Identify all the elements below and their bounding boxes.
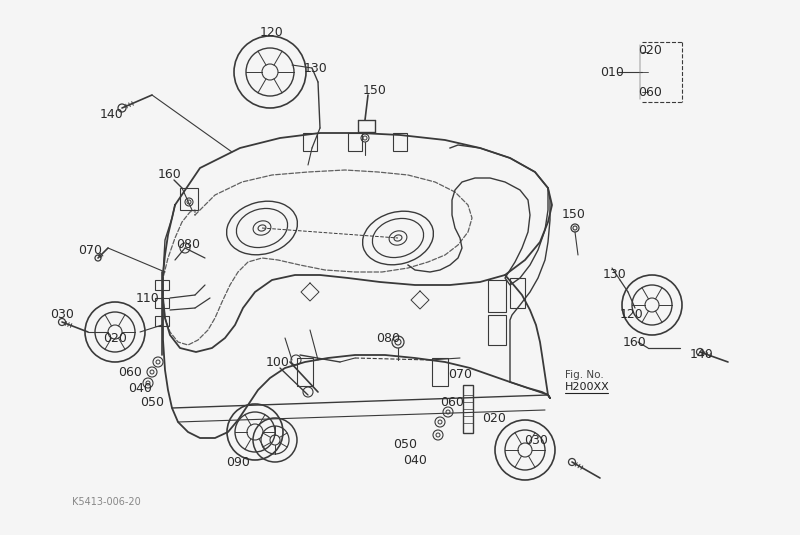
Text: 080: 080 xyxy=(176,239,200,251)
Text: 060: 060 xyxy=(118,365,142,378)
Bar xyxy=(155,298,169,308)
Bar xyxy=(348,133,362,151)
Text: 140: 140 xyxy=(690,348,714,362)
Text: 050: 050 xyxy=(393,439,417,452)
Text: 070: 070 xyxy=(448,369,472,381)
Bar xyxy=(303,133,317,151)
Text: 090: 090 xyxy=(226,455,250,469)
Text: H200XX: H200XX xyxy=(565,382,610,392)
Bar xyxy=(488,280,506,312)
Text: 060: 060 xyxy=(638,86,662,98)
Text: 020: 020 xyxy=(638,43,662,57)
Text: 020: 020 xyxy=(482,411,506,424)
Text: 120: 120 xyxy=(260,26,284,39)
Bar xyxy=(393,133,407,151)
Text: 130: 130 xyxy=(603,269,627,281)
Bar xyxy=(510,278,525,308)
Text: 010: 010 xyxy=(600,65,624,79)
Text: K5413-006-20: K5413-006-20 xyxy=(72,497,141,507)
Text: 070: 070 xyxy=(78,243,102,256)
Text: 110: 110 xyxy=(136,292,160,304)
Bar xyxy=(463,385,473,433)
Text: 160: 160 xyxy=(623,335,647,348)
Text: 120: 120 xyxy=(620,309,644,322)
Text: 140: 140 xyxy=(100,109,124,121)
Text: Fig. No.: Fig. No. xyxy=(565,370,604,380)
Text: 060: 060 xyxy=(440,395,464,409)
Text: 050: 050 xyxy=(140,395,164,409)
Text: 080: 080 xyxy=(376,332,400,345)
Bar xyxy=(297,358,313,386)
Text: 150: 150 xyxy=(562,209,586,221)
Text: 150: 150 xyxy=(363,83,387,96)
Bar xyxy=(155,280,169,290)
Bar xyxy=(155,316,169,326)
Text: 040: 040 xyxy=(403,454,427,467)
Text: 160: 160 xyxy=(158,169,182,181)
Bar xyxy=(488,315,506,345)
Text: 020: 020 xyxy=(103,332,127,345)
Text: 040: 040 xyxy=(128,381,152,394)
Text: 100: 100 xyxy=(266,355,290,369)
Text: 030: 030 xyxy=(50,309,74,322)
Text: 130: 130 xyxy=(304,62,328,74)
Bar xyxy=(432,358,448,386)
Text: 030: 030 xyxy=(524,433,548,447)
Bar xyxy=(180,188,198,210)
